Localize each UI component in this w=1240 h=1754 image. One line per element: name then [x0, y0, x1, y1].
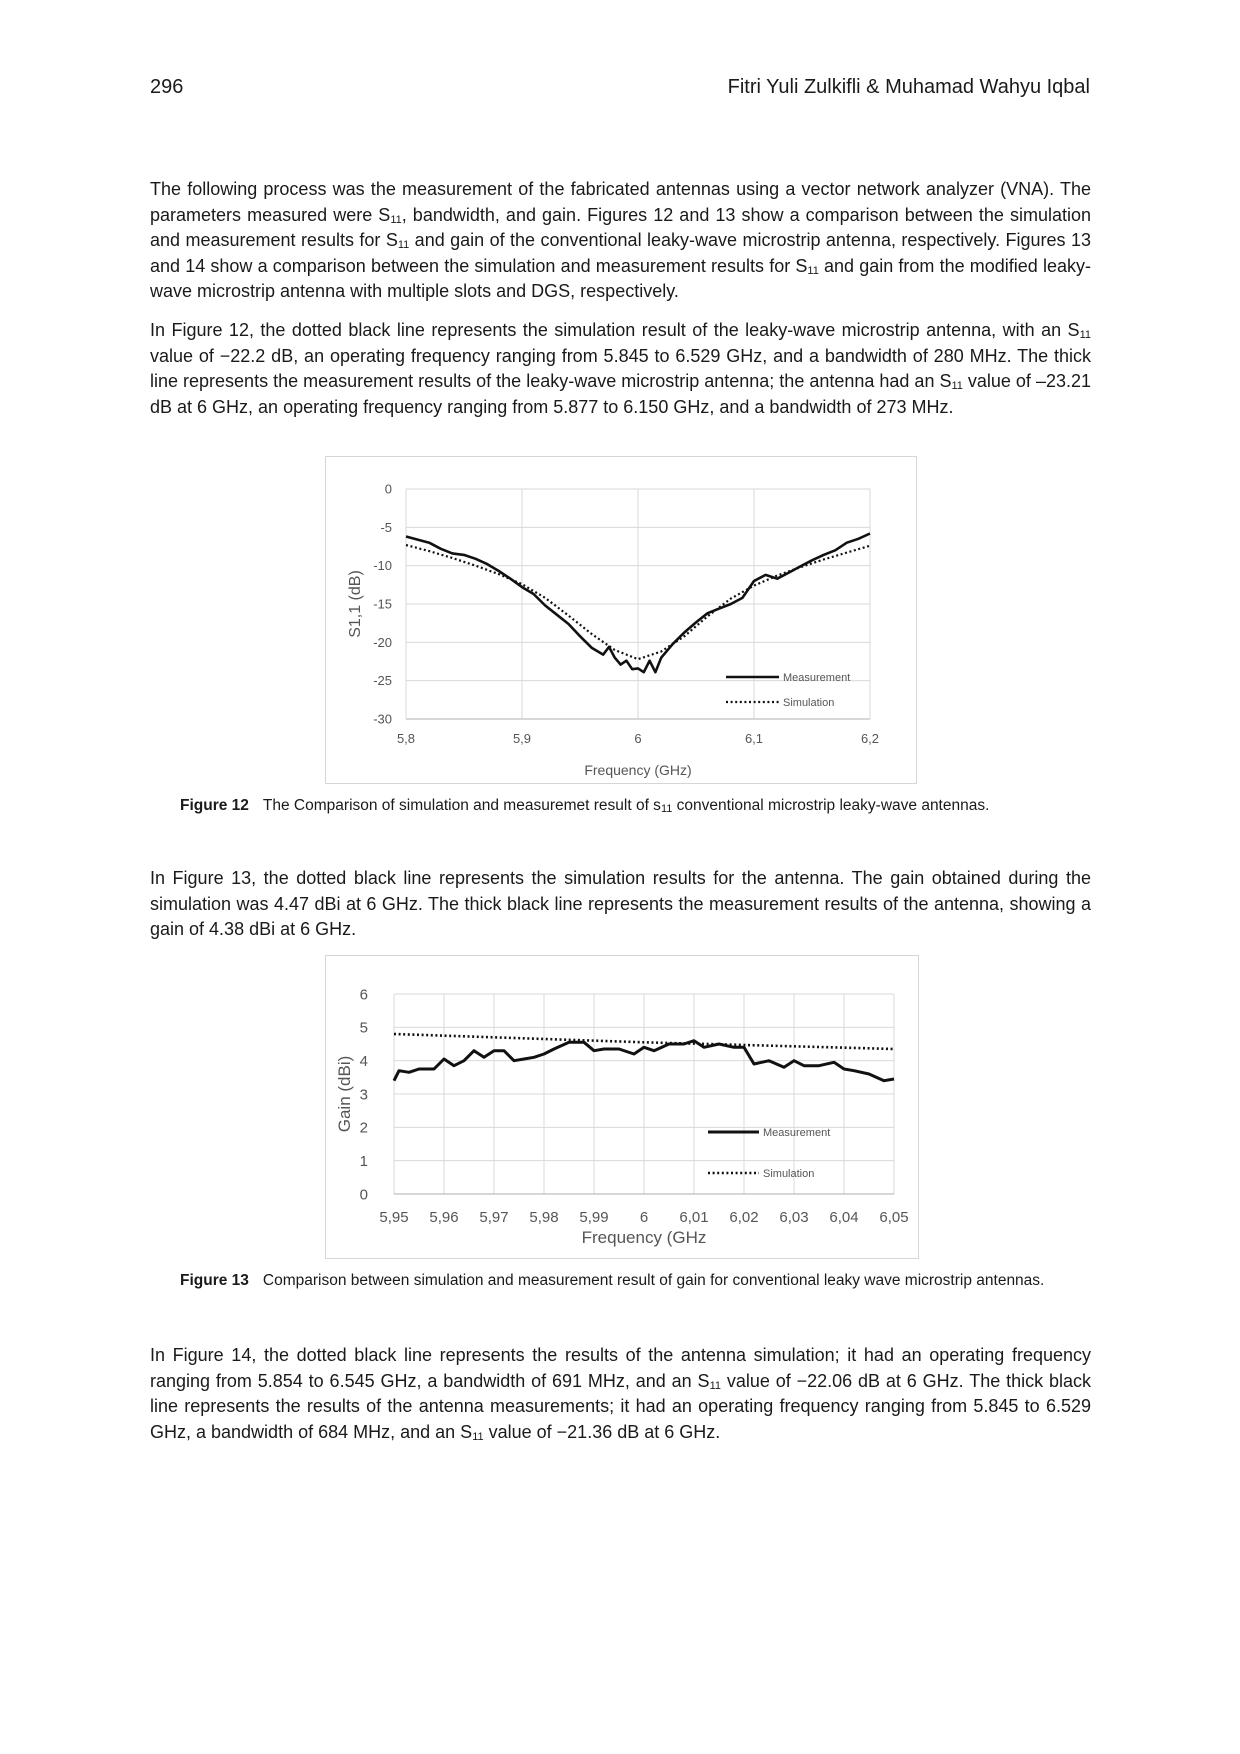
figure-13-label: Figure 13 — [180, 1272, 249, 1289]
figure-13-caption-text: Comparison between simulation and measur… — [262, 1272, 1045, 1289]
figure-12-caption-text: The Comparison of simulation and measure… — [262, 797, 990, 815]
y-tick-label: -5 — [380, 520, 392, 535]
y-tick-label: 6 — [360, 986, 368, 1003]
y-tick-label: -10 — [373, 558, 392, 573]
paragraph-2: In Figure 12, the dotted black line repr… — [150, 320, 1091, 417]
x-tick-label: 6 — [640, 1209, 648, 1226]
x-tick-label: 5,99 — [579, 1209, 608, 1226]
x-tick-label: 5,9 — [513, 731, 531, 746]
subscript: 11 — [1079, 329, 1091, 341]
subscript: 11 — [397, 239, 410, 252]
y-tick-label: 0 — [360, 1186, 368, 1203]
y-tick-label: -30 — [373, 712, 392, 727]
paragraph-4: In Figure 14, the dotted black line repr… — [150, 1345, 1091, 1443]
running-head-authors: Fitri Yuli Zulkifli & Muhamad Wahyu Iqba… — [727, 76, 1090, 98]
x-axis-title: Frequency (GHz — [582, 1228, 707, 1247]
figure-13-chart: 0 1 2 3 4 5 6 5,95 5,96 5,97 5,98 5,99 6 6,01 6,02 6,03… — [325, 955, 919, 1259]
x-tick-label: 6,02 — [729, 1209, 758, 1226]
figure-12-label: Figure 12 — [180, 797, 249, 814]
y-axis-title: Gain (dBi) — [335, 1056, 354, 1133]
figure-13-caption: Figure 13 Comparison between simulation a… — [180, 1270, 1060, 1292]
y-tick-label: 3 — [360, 1086, 368, 1103]
y-tick-label: 5 — [360, 1020, 368, 1037]
y-tick-label: -25 — [373, 673, 392, 688]
x-tick-label: 5,96 — [429, 1209, 458, 1226]
series-line-measurement — [392, 1039, 895, 1083]
subscript: 11 — [709, 1379, 721, 1392]
y-tick-label: 4 — [360, 1053, 368, 1070]
figure-12-chart: 0 -5 -10 -15 -20 -25 -30 5,8 5,9 6 6,1 6,2 Frequency… — [325, 456, 917, 784]
x-tick-label: 6,2 — [861, 731, 879, 746]
subscript: 11 — [951, 380, 963, 393]
subscript: 11 — [660, 803, 673, 815]
x-tick-label: 6,05 — [879, 1209, 908, 1226]
fig13-svg: 0 1 2 3 4 5 6 5,95 5,96 5,97 5,98 5,99 6 6,01 6,02 6,03… — [335, 986, 909, 1247]
x-tick-label: 5,8 — [397, 731, 415, 746]
y-axis-title: S1,1 (dB) — [347, 570, 364, 638]
x-tick-label: 6,03 — [779, 1209, 808, 1226]
x-axis-title: Frequency (GHz) — [584, 762, 691, 778]
paragraph-3: In Figure 13, the dotted black line repr… — [150, 868, 1091, 940]
legend-label-simulation: Simulation — [763, 1168, 814, 1180]
legend-label-measurement: Measurement — [763, 1127, 830, 1139]
legend-label-simulation: Simulation — [783, 697, 834, 709]
series-line-measurement — [405, 532, 871, 674]
y-tick-label: -20 — [373, 635, 392, 650]
y-tick-label: 0 — [385, 482, 392, 497]
y-tick-label: 1 — [360, 1153, 368, 1170]
x-tick-label: 6,1 — [745, 731, 763, 746]
y-tick-label: 2 — [360, 1120, 368, 1137]
x-tick-label: 5,97 — [479, 1209, 508, 1226]
fig12-svg: 0 -5 -10 -15 -20 -25 -30 5,8 5,9 6 6,1 6,2 Frequency… — [347, 482, 879, 778]
subscript: 11 — [390, 213, 402, 226]
x-tick-label: 5,98 — [529, 1209, 558, 1226]
figure-12-caption: Figure 12 The Comparison of simulation an… — [180, 795, 1060, 817]
x-tick-label: 5,95 — [379, 1209, 408, 1226]
x-tick-label: 6 — [634, 731, 641, 746]
subscript: 11 — [472, 1430, 484, 1443]
x-tick-label: 6,04 — [829, 1209, 858, 1226]
x-tick-label: 6,01 — [679, 1209, 708, 1226]
y-tick-label: -15 — [373, 597, 392, 612]
series-line-simulation — [393, 1032, 895, 1051]
series-line-simulation — [405, 543, 871, 661]
paragraph-1: The following process was the measuremen… — [150, 179, 1092, 302]
subscript: 11 — [807, 264, 819, 277]
page-number: 296 — [150, 76, 184, 98]
legend-label-measurement: Measurement — [783, 672, 850, 684]
